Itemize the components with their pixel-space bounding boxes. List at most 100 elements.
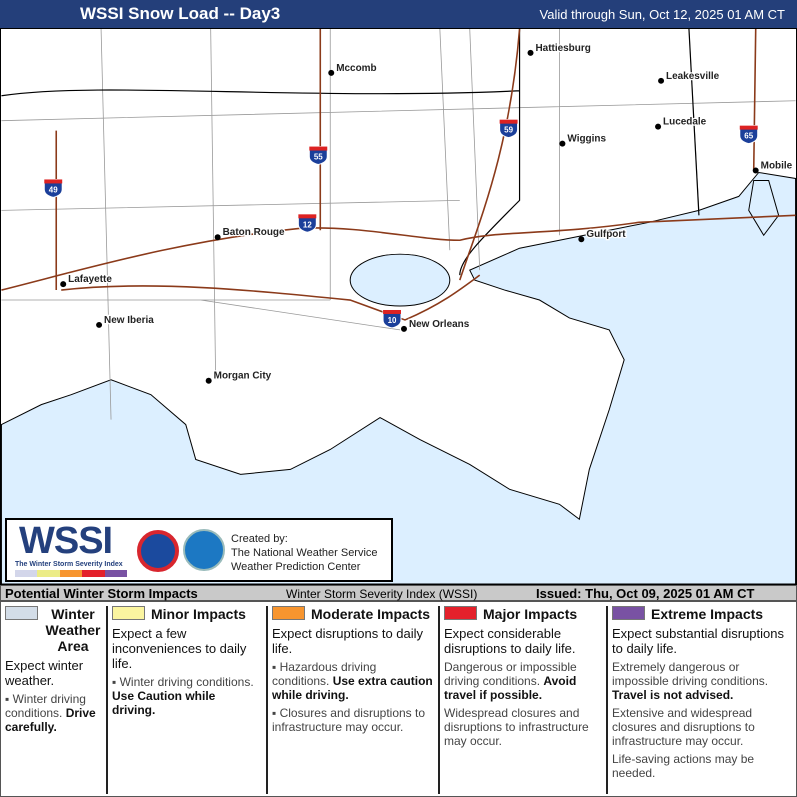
org-nws: The National Weather Service xyxy=(231,547,378,559)
wssi-wordmark: WSSI xyxy=(19,520,113,562)
legend-expectation: Expect considerable disruptions to daily… xyxy=(444,626,576,656)
city-label: New Orleans xyxy=(409,319,470,330)
issued-time: Issued: Thu, Oct 09, 2025 01 AM CT xyxy=(536,586,755,601)
city-label: New Iberia xyxy=(104,315,154,326)
city-new-iberia: New Iberia xyxy=(96,314,156,328)
legend-item: Life-saving actions may be needed. xyxy=(612,752,755,780)
map: Hattiesburg Mccomb Leakesville Lucedale Wigg… xyxy=(0,28,797,585)
city-dot-icon xyxy=(96,321,103,328)
legend-swatch xyxy=(5,606,38,620)
nws-seal-icon xyxy=(137,530,179,572)
city-dot-icon xyxy=(60,281,67,288)
legend-title: Potential Winter Storm Impacts xyxy=(5,586,198,601)
interstate-65-shield-icon: 65 xyxy=(739,125,759,145)
legend-swatch xyxy=(272,606,305,620)
city-dot-icon xyxy=(655,123,662,130)
legend-expectation: Expect a few inconveniences to daily lif… xyxy=(112,626,247,671)
city-dot-icon xyxy=(328,69,335,76)
city-wiggins: Wiggins xyxy=(559,132,608,147)
legend-major-impacts: Major Impacts Expect considerable disrupt… xyxy=(438,606,606,794)
city-label: Baton Rouge xyxy=(223,227,285,238)
legend-header: Potential Winter Storm Impacts Winter St… xyxy=(0,585,797,601)
legend-label: Winter Weather Area xyxy=(45,606,101,654)
city-dot-icon xyxy=(658,77,665,84)
legend-item: ▪ Hazardous driving conditions. Use extr… xyxy=(272,660,433,702)
legend-item: ▪ Closures and disruptions to infrastruc… xyxy=(272,706,426,734)
legend-minor-impacts: Minor Impacts Expect a few inconveniences… xyxy=(106,606,266,794)
city-label: Lucedale xyxy=(663,117,707,128)
city-label: Mccomb xyxy=(336,63,376,74)
city-lucedale: Lucedale xyxy=(655,115,708,130)
wssi-subtitle: The Winter Storm Severity Index xyxy=(15,561,123,568)
legend-index-name: Winter Storm Severity Index (WSSI) xyxy=(286,587,478,601)
legend-title: Minor Impacts xyxy=(112,606,262,622)
city-dot-icon xyxy=(205,377,212,384)
city-dot-icon xyxy=(527,49,534,56)
svg-text:10: 10 xyxy=(388,316,397,325)
org-wpc: Weather Prediction Center xyxy=(231,561,361,573)
legend-title: Moderate Impacts xyxy=(272,606,434,622)
noaa-seal-icon xyxy=(183,529,225,571)
state-lines xyxy=(1,29,700,276)
city-label: Wiggins xyxy=(567,134,606,145)
legend-swatch xyxy=(612,606,645,620)
legend-title: Winter Weather Area xyxy=(5,606,102,654)
legend-swatch xyxy=(112,606,145,620)
city-dot-icon xyxy=(559,140,566,147)
interstate-10-shield-icon: 10 xyxy=(382,309,402,329)
city-gulfport: Gulfport xyxy=(578,228,628,243)
legend-label: Extreme Impacts xyxy=(651,606,764,622)
gulf-water xyxy=(1,171,796,584)
interstate-highways xyxy=(1,29,796,321)
city-label: Mobile xyxy=(761,160,793,171)
svg-text:59: 59 xyxy=(504,126,513,135)
legend-extreme-impacts: Extreme Impacts Expect substantial disrup… xyxy=(606,606,797,794)
city-morgan-city: Morgan City xyxy=(205,369,273,384)
city-leakesville: Leakesville xyxy=(658,70,721,84)
wssi-logo-box: WSSI The Winter Storm Severity Index Cre… xyxy=(5,518,393,582)
city-label: Leakesville xyxy=(666,71,720,82)
legend-item: Extremely dangerous or impossible drivin… xyxy=(612,660,769,702)
created-by: Created by: xyxy=(231,533,288,545)
lake-pontchartrain xyxy=(349,253,451,307)
map-title: WSSI Snow Load -- Day3 xyxy=(80,4,281,23)
legend-swatch xyxy=(444,606,477,620)
interstate-49-shield-icon: 49 xyxy=(43,178,63,198)
legend-label: Moderate Impacts xyxy=(311,606,431,622)
legend-item: Extensive and widespread closures and di… xyxy=(612,706,755,748)
city-label: Lafayette xyxy=(68,274,112,285)
city-baton-rouge: Baton Rouge xyxy=(214,226,286,241)
legend-item: ▪ Winter driving conditions. Drive caref… xyxy=(5,692,96,734)
city-label: Gulfport xyxy=(586,229,626,240)
city-dot-icon xyxy=(400,325,407,332)
legend-item: Dangerous or impossible driving conditio… xyxy=(444,660,577,702)
city-lafayette: Lafayette xyxy=(60,273,114,288)
svg-text:65: 65 xyxy=(744,132,753,141)
svg-text:12: 12 xyxy=(303,220,312,229)
city-mccomb: Mccomb xyxy=(328,62,378,76)
city-new-orleans: New Orleans xyxy=(400,318,471,332)
city-hattiesburg: Hattiesburg xyxy=(527,42,592,56)
svg-text:55: 55 xyxy=(314,153,323,162)
legend-label: Minor Impacts xyxy=(151,606,246,622)
interstate-55-shield-icon: 55 xyxy=(308,146,328,166)
legend-item: ▪ Winter driving conditions. Use Caution… xyxy=(112,675,254,717)
interstate-12-shield-icon: 12 xyxy=(297,213,317,233)
city-dot-icon xyxy=(578,236,585,243)
interstate-59-shield-icon: 59 xyxy=(499,119,519,139)
header: WSSI Snow Load -- Day3 Valid through Sun… xyxy=(0,0,797,28)
legend-title: Major Impacts xyxy=(444,606,602,622)
legend-expectation: Expect winter weather. xyxy=(5,658,84,688)
legend-title: Extreme Impacts xyxy=(612,606,794,622)
legend-expectation: Expect disruptions to daily life. xyxy=(272,626,424,656)
legend-label: Major Impacts xyxy=(483,606,578,622)
city-dot-icon xyxy=(214,234,221,241)
legend-moderate-impacts: Moderate Impacts Expect disruptions to da… xyxy=(266,606,438,794)
legend-expectation: Expect substantial disruptions to daily … xyxy=(612,626,784,656)
city-dot-icon xyxy=(752,167,759,174)
mobile-bay xyxy=(748,179,780,237)
city-mobile: Mobile xyxy=(752,159,794,174)
wssi-color-bar xyxy=(15,570,128,577)
city-label: Hattiesburg xyxy=(536,43,591,54)
legend-winter-weather-area: Winter Weather Area Expect winter weather… xyxy=(1,606,106,794)
